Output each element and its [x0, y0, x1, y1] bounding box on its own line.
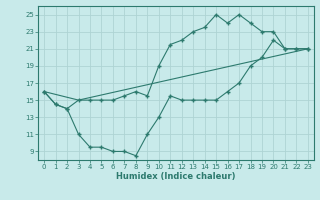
X-axis label: Humidex (Indice chaleur): Humidex (Indice chaleur) [116, 172, 236, 181]
